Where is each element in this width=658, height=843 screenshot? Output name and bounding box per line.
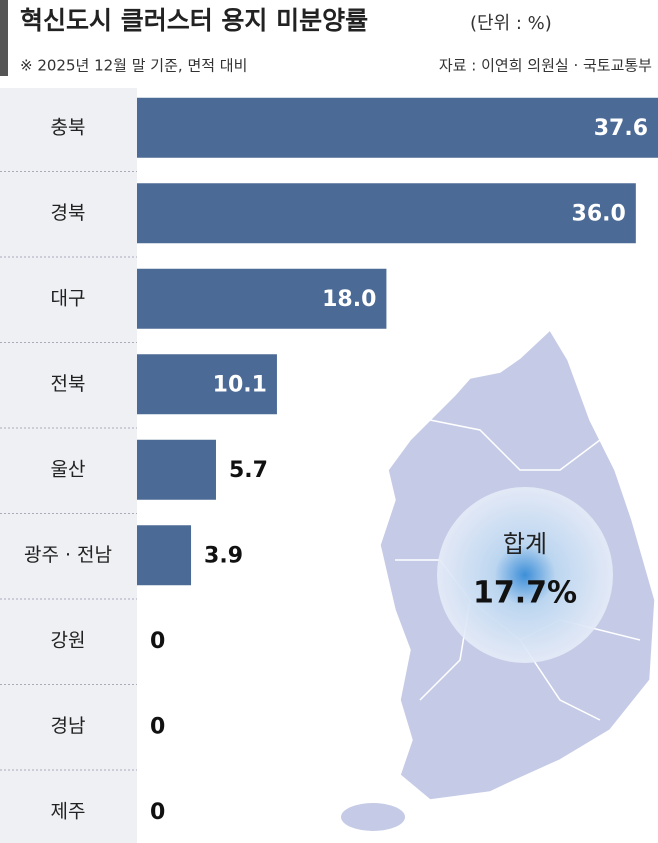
total-value: 17.7% xyxy=(473,576,577,611)
value-label: 10.1 xyxy=(213,372,267,397)
value-label: 36.0 xyxy=(572,201,626,226)
label-panel xyxy=(0,88,137,843)
source: 자료 : 이연희 의원실 · 국토교통부 xyxy=(439,57,652,75)
category-label: 대구 xyxy=(51,287,86,309)
unit: (단위 : %) xyxy=(470,13,552,34)
map xyxy=(341,328,656,831)
value-label: 18.0 xyxy=(322,287,376,312)
header-accent xyxy=(0,0,8,76)
bar xyxy=(137,354,277,415)
bar xyxy=(137,183,636,244)
category-label: 울산 xyxy=(51,458,86,480)
category-label: 제주 xyxy=(51,800,86,822)
value-label: 37.6 xyxy=(594,116,648,141)
bar xyxy=(137,97,658,158)
chart-title: 혁신도시 클러스터 용지 미분양률 xyxy=(20,6,368,35)
category-label: 경남 xyxy=(51,715,86,737)
category-label: 광주 · 전남 xyxy=(24,544,112,566)
category-label: 전북 xyxy=(51,373,86,395)
subtitle: ※ 2025년 12월 말 기준, 면적 대비 xyxy=(20,57,247,75)
value-label: 0 xyxy=(150,714,165,739)
bar xyxy=(137,268,387,329)
value-label: 0 xyxy=(150,629,165,654)
value-label: 5.7 xyxy=(229,458,268,483)
category-label: 경북 xyxy=(51,202,86,224)
bar xyxy=(137,439,216,500)
total-label: 합계 xyxy=(503,530,547,558)
jeju-island xyxy=(341,803,405,831)
category-label: 강원 xyxy=(51,629,86,651)
category-label: 충북 xyxy=(51,116,86,138)
value-label: 3.9 xyxy=(204,543,243,568)
value-label: 0 xyxy=(150,800,165,825)
bar xyxy=(137,525,192,586)
total-glow xyxy=(437,487,613,663)
